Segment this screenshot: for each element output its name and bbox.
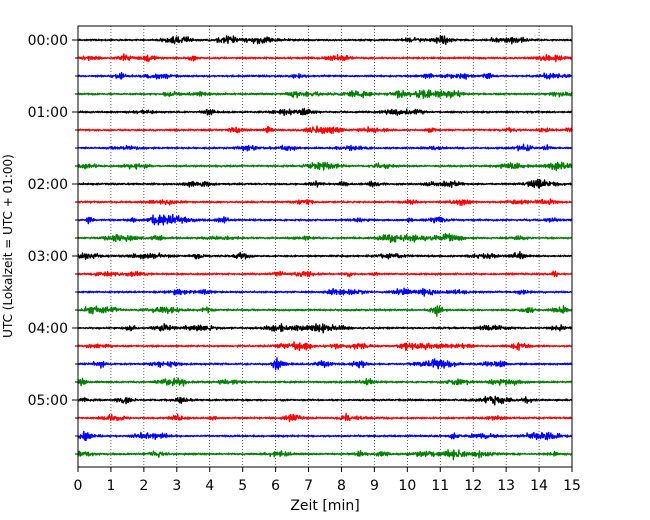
trace-15 <box>77 305 573 317</box>
trace-9 <box>77 198 573 207</box>
x-tick-label-6: 6 <box>271 478 280 494</box>
x-tick-label-11: 11 <box>431 478 449 494</box>
trace-2 <box>77 71 573 80</box>
x-tick-label-14: 14 <box>530 478 548 494</box>
trace-14 <box>77 287 573 297</box>
trace-12 <box>77 251 573 261</box>
x-tick-label-15: 15 <box>563 478 581 494</box>
y-tick-label-5: 05:00 <box>28 393 68 409</box>
x-axis-label: Zeit [min] <box>290 498 359 514</box>
x-tick-label-0: 0 <box>74 478 83 494</box>
x-axis-ticks: 0 1 2 3 4 5 6 7 8 9 10 11 12 13 14 15 <box>74 467 581 494</box>
trace-20 <box>77 395 573 406</box>
trace-0 <box>77 34 573 45</box>
trace-19 <box>77 377 573 387</box>
trace-11 <box>77 232 573 243</box>
x-tick-label-5: 5 <box>238 478 247 494</box>
trace-7 <box>77 161 573 172</box>
x-tick-label-3: 3 <box>172 478 181 494</box>
trace-1 <box>77 53 573 63</box>
trace-4 <box>77 107 573 117</box>
y-tick-label-1: 01:00 <box>28 105 68 121</box>
trace-16 <box>77 323 573 334</box>
trace-21 <box>77 412 573 423</box>
x-tick-label-12: 12 <box>464 478 482 494</box>
trace-23 <box>77 449 573 461</box>
trace-18 <box>77 357 573 371</box>
seismic-traces <box>77 34 573 461</box>
trace-22 <box>77 430 573 442</box>
trace-10 <box>77 213 573 226</box>
x-tick-label-10: 10 <box>398 478 416 494</box>
y-tick-label-3: 03:00 <box>28 249 68 265</box>
x-tick-label-9: 9 <box>370 478 379 494</box>
plot-frame <box>77 25 573 468</box>
trace-8 <box>77 178 573 189</box>
x-tick-label-13: 13 <box>497 478 515 494</box>
y-axis-label: UTC (Lokalzeit = UTC + 01:00) <box>1 154 15 338</box>
trace-5 <box>77 125 573 135</box>
x-tick-label-2: 2 <box>139 478 148 494</box>
x-tick-label-4: 4 <box>205 478 214 494</box>
y-tick-label-2: 02:00 <box>28 177 68 193</box>
trace-6 <box>77 143 573 152</box>
x-tick-label-8: 8 <box>337 478 346 494</box>
x-tick-label-1: 1 <box>106 478 115 494</box>
y-tick-label-0: 00:00 <box>28 33 68 49</box>
y-axis-ticks: 00:00 01:00 02:00 03:00 04:00 05:00 <box>28 33 78 455</box>
y-tick-label-4: 04:00 <box>28 321 68 337</box>
trace-3 <box>77 89 573 99</box>
trace-17 <box>77 341 573 352</box>
x-tick-label-7: 7 <box>304 478 313 494</box>
trace-13 <box>77 270 573 278</box>
